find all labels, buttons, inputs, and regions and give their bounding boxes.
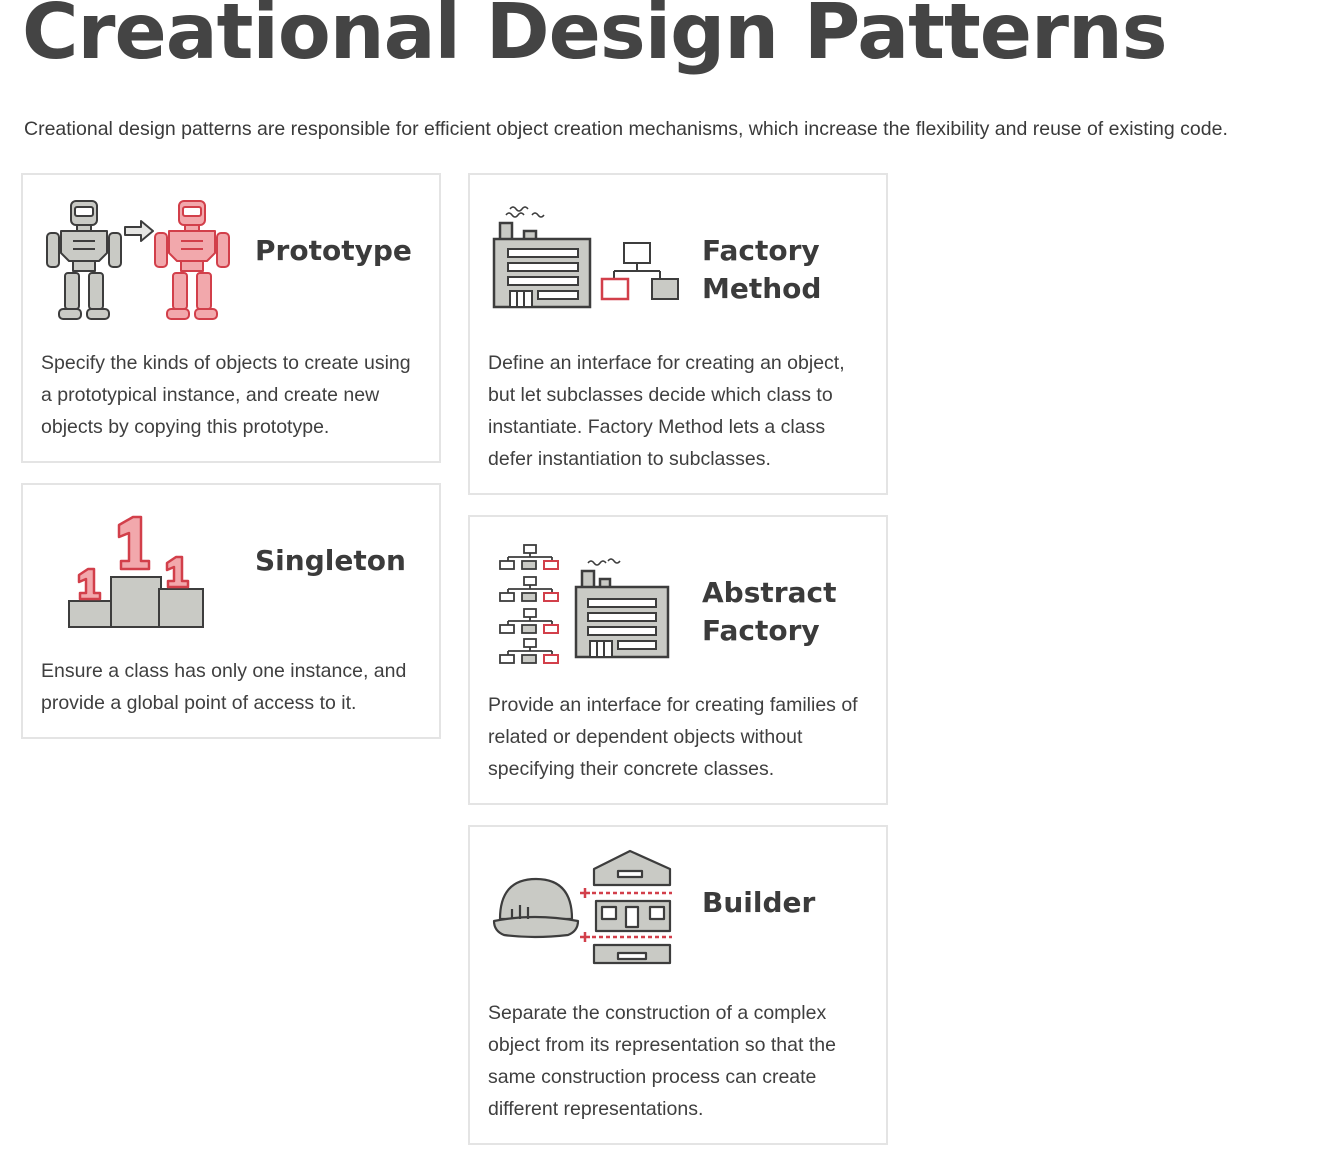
pattern-description: Specify the kinds of objects to create u… [41, 352, 411, 438]
pattern-card-abstract-factory[interactable]: Abstract Factory Provide an interface fo… [468, 515, 888, 805]
pattern-title: Abstract Factory [702, 574, 836, 650]
podium-icon [68, 515, 204, 628]
page-title: Creational Design Patterns [22, 0, 1168, 77]
pattern-title-line: Abstract [702, 576, 837, 609]
abstract-factory-icon [499, 544, 670, 664]
pattern-card-builder[interactable]: Builder Separate the construction of a c… [468, 825, 888, 1145]
pattern-description: Define an interface for creating an obje… [488, 352, 845, 470]
factory-icon [492, 206, 679, 309]
pattern-title-line: Factory [702, 614, 820, 647]
robots-cloning-icon [46, 200, 230, 320]
pattern-title: Singleton [255, 544, 406, 577]
pattern-title: Prototype [255, 234, 412, 267]
pattern-title-line: Method [702, 272, 822, 305]
pattern-title: Factory Method [702, 232, 821, 308]
pattern-card-factory-method[interactable]: Factory Method Define an interface for c… [468, 173, 888, 495]
pattern-card-singleton[interactable]: Singleton Ensure a class has only one in… [21, 483, 441, 739]
pattern-title: Builder [702, 886, 816, 919]
builder-icon [492, 849, 672, 965]
pattern-title-line: Factory [702, 234, 820, 267]
pattern-description: Ensure a class has only one instance, an… [41, 660, 407, 714]
page-intro: Creational design patterns are responsib… [24, 118, 1228, 140]
pattern-description: Provide an interface for creating famili… [488, 694, 858, 780]
pattern-description: Separate the construction of a complex o… [488, 1002, 836, 1120]
pattern-card-prototype[interactable]: Prototype Specify the kinds of objects t… [21, 173, 441, 463]
